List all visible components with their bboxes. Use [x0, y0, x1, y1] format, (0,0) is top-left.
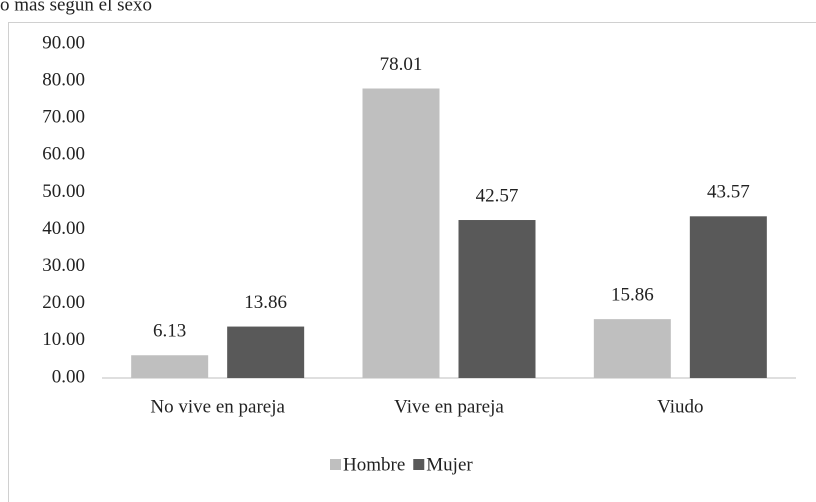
y-tick-label: 70.00	[42, 107, 85, 128]
bar	[131, 355, 209, 378]
y-tick-label: 30.00	[42, 255, 85, 276]
y-tick-label: 50.00	[42, 181, 85, 202]
y-tick-label: 80.00	[42, 69, 85, 90]
legend-swatch	[330, 459, 341, 470]
data-label: 42.57	[476, 185, 519, 206]
x-tick-label: Vive en pareja	[394, 396, 504, 417]
y-tick-label: 90.00	[42, 32, 85, 53]
chart-border	[8, 22, 816, 502]
y-tick-label: 10.00	[42, 329, 85, 350]
y-tick-label: 20.00	[42, 292, 85, 313]
bar	[593, 319, 671, 378]
data-label: 43.57	[707, 182, 750, 203]
legend-label: Mujer	[426, 454, 473, 475]
data-label: 78.01	[380, 54, 423, 75]
y-tick-label: 0.00	[52, 366, 85, 387]
bar	[362, 88, 440, 379]
y-tick-label: 60.00	[42, 144, 85, 165]
x-tick-label: No vive en pareja	[150, 396, 285, 417]
data-label: 13.86	[244, 292, 287, 313]
y-tick-label: 40.00	[42, 218, 85, 239]
data-label: 15.86	[611, 285, 654, 306]
chart-title: o más según el sexo	[0, 0, 152, 15]
bar	[689, 216, 767, 378]
legend-swatch	[413, 459, 425, 470]
bar	[458, 220, 536, 378]
data-label: 6.13	[153, 321, 186, 342]
bar	[227, 326, 305, 378]
x-tick-label: Viudo	[657, 396, 703, 417]
legend-label: Hombre	[343, 454, 405, 475]
